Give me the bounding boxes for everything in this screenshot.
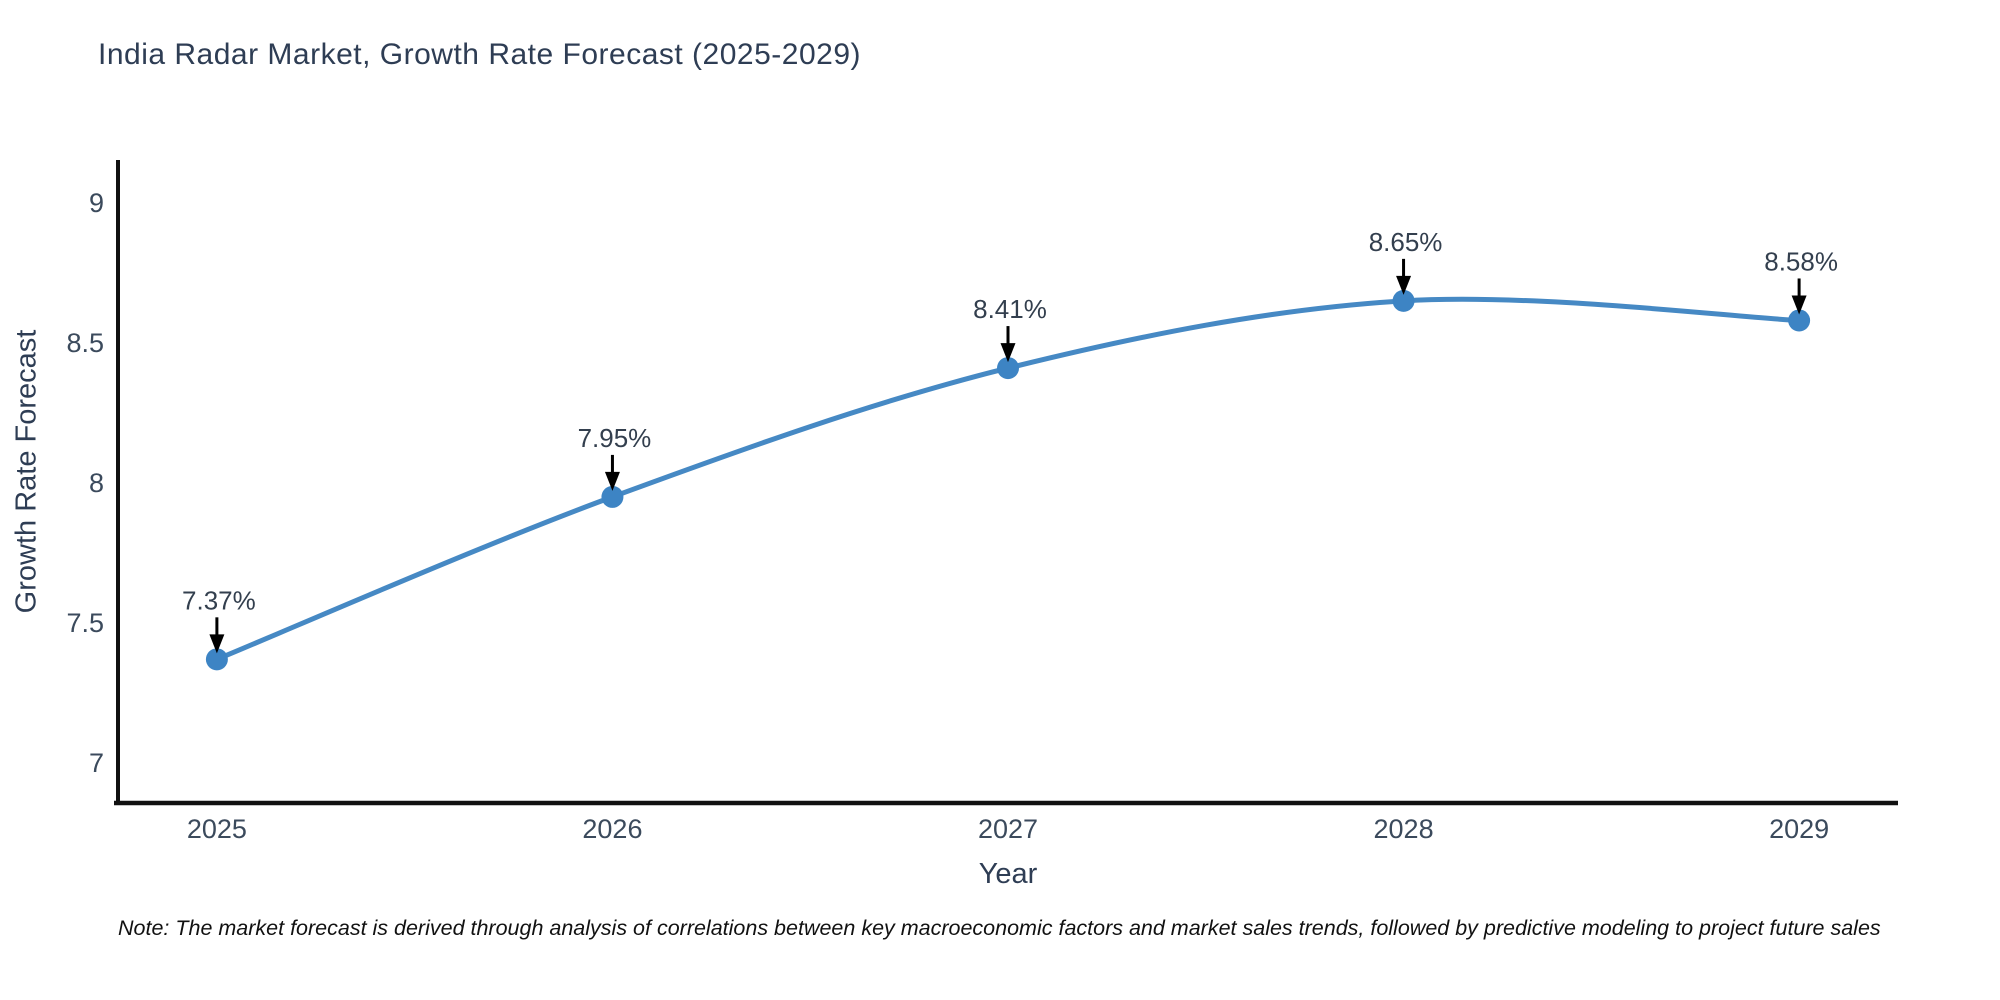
y-tick-label: 8.5 (66, 328, 104, 358)
chart-title: India Radar Market, Growth Rate Forecast… (98, 38, 862, 71)
y-tick-label: 7.5 (66, 608, 104, 638)
data-point-label: 8.65% (1369, 227, 1443, 257)
y-tick-label: 7 (89, 748, 104, 778)
annotation-arrowhead (604, 471, 620, 491)
footnote: Note: The market forecast is derived thr… (118, 916, 1881, 940)
x-tick-label: 2029 (1769, 814, 1829, 844)
x-tick-label: 2026 (582, 814, 642, 844)
y-tick-label: 8 (89, 468, 104, 498)
data-point-marker (1392, 289, 1415, 312)
data-point-marker (601, 485, 624, 508)
data-point-marker (997, 357, 1019, 380)
data-point-marker (205, 648, 228, 671)
data-point-label: 8.41% (973, 294, 1047, 324)
data-point-label: 7.37% (182, 585, 256, 615)
data-point-marker (1788, 309, 1811, 332)
data-point-label: 8.58% (1764, 246, 1838, 276)
x-axis-title: Year (978, 858, 1038, 890)
x-tick-label: 2028 (1374, 814, 1434, 844)
annotation-arrowhead (1000, 343, 1016, 363)
annotation-arrowhead (1396, 275, 1412, 295)
x-tick-label: 2025 (187, 814, 247, 844)
annotation-arrowhead (1791, 295, 1807, 315)
x-tick-label: 2027 (978, 814, 1038, 844)
data-point-label: 7.95% (578, 423, 652, 453)
y-tick-label: 9 (89, 188, 104, 218)
annotation-arrowhead (209, 634, 225, 654)
